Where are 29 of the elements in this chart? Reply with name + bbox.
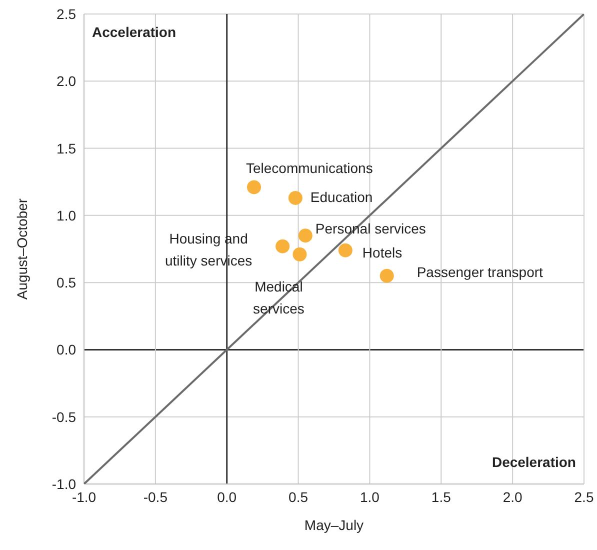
x-tick-label: 2.5 — [574, 488, 594, 505]
y-tick-label: 2.0 — [56, 73, 76, 90]
series-label: Hotels — [362, 244, 402, 260]
annotation: Deceleration — [492, 454, 576, 470]
x-axis-title: May–July — [304, 517, 364, 533]
x-tick-label: -0.5 — [143, 488, 168, 505]
y-axis-title: August–October — [14, 198, 30, 300]
annotation: Acceleration — [92, 24, 176, 40]
y-tick-label: 1.0 — [56, 207, 76, 224]
y-tick-label: 0.5 — [56, 274, 76, 291]
series-label: Passenger transport — [416, 264, 544, 280]
point — [288, 190, 302, 205]
x-tick-label: 0.5 — [288, 488, 308, 505]
point — [338, 243, 352, 258]
x-tick-label: 0.0 — [217, 488, 237, 505]
y-tick-label: 0.0 — [56, 342, 76, 358]
x-tick-label: 2.0 — [502, 488, 523, 505]
y-tick-label: 1.5 — [56, 140, 76, 156]
point — [298, 228, 312, 243]
y-tick-label: 2.5 — [56, 6, 76, 22]
x-tick-label: 1.5 — [431, 488, 452, 505]
point — [276, 239, 290, 254]
point — [380, 268, 394, 283]
point — [247, 180, 261, 194]
series-label: Telecommunications — [246, 160, 373, 176]
x-tick-label: 1.0 — [360, 488, 380, 505]
point — [292, 247, 307, 262]
y-tick-label: -0.5 — [52, 408, 76, 425]
series-label: Education — [310, 188, 373, 205]
